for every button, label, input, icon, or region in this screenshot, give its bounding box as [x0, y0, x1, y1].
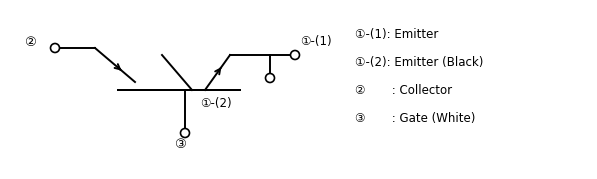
Text: ①-(2): ①-(2) [200, 96, 232, 110]
Text: ①-(1): ①-(1) [300, 35, 331, 49]
Circle shape [266, 74, 275, 83]
Text: ①-(2): Emitter (Black): ①-(2): Emitter (Black) [355, 56, 484, 69]
Text: ①-(1): Emitter: ①-(1): Emitter [355, 28, 438, 41]
Text: ②: ② [24, 35, 36, 49]
Circle shape [180, 129, 189, 137]
Text: ③: ③ [174, 139, 186, 151]
Circle shape [291, 50, 300, 59]
Text: ③       : Gate (White): ③ : Gate (White) [355, 112, 475, 125]
Text: ②       : Collector: ② : Collector [355, 84, 452, 97]
Circle shape [51, 43, 60, 52]
